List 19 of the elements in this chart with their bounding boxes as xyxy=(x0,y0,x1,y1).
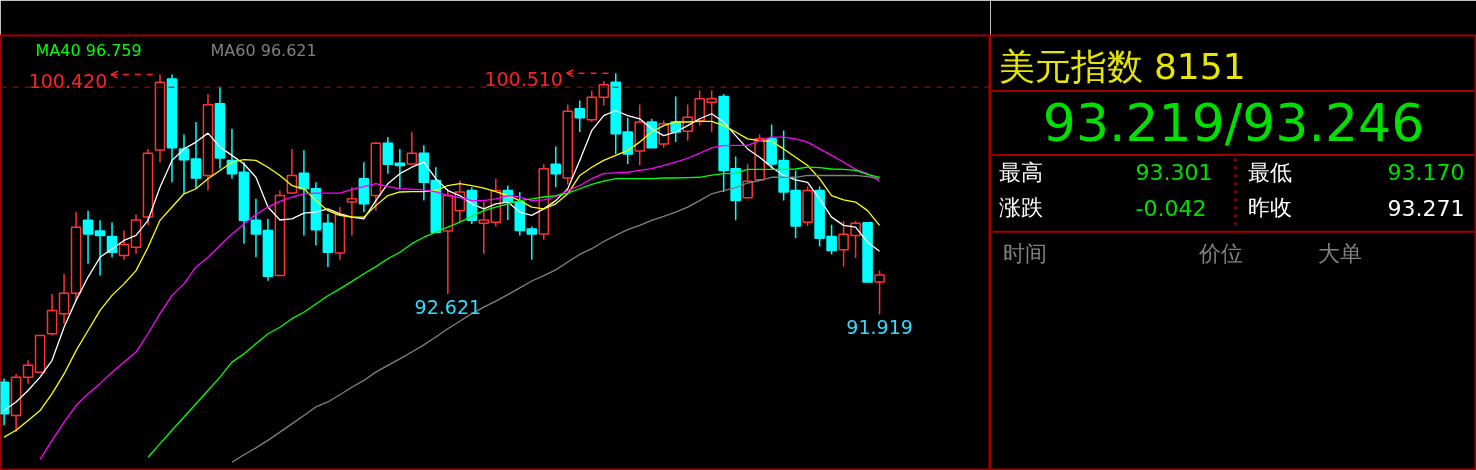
text: 93.170 xyxy=(1387,160,1465,186)
text: 最高 xyxy=(998,159,1043,185)
annotation: 92.621 xyxy=(414,295,482,318)
text: MA60 96.621 xyxy=(210,41,317,60)
text: 93.301 xyxy=(1135,160,1213,186)
text: -0.042 xyxy=(1135,195,1207,221)
text: 93.271 xyxy=(1387,195,1465,221)
text: 涨跌 xyxy=(998,195,1043,221)
text: 昨收 xyxy=(1247,195,1292,221)
text: 93.219/93.246 xyxy=(1042,93,1425,154)
text: 价位 xyxy=(1197,241,1243,267)
text: 最低 xyxy=(1247,159,1292,185)
annotation: 100.510 xyxy=(484,68,563,91)
annotation: 100.420 xyxy=(28,69,108,92)
annotation: 91.919 xyxy=(846,316,913,339)
text: 时间 xyxy=(1002,241,1047,267)
text: MA40 96.759 xyxy=(35,41,142,60)
text: 美元指数 8151 xyxy=(998,45,1246,87)
text: 大单 xyxy=(1317,241,1362,267)
